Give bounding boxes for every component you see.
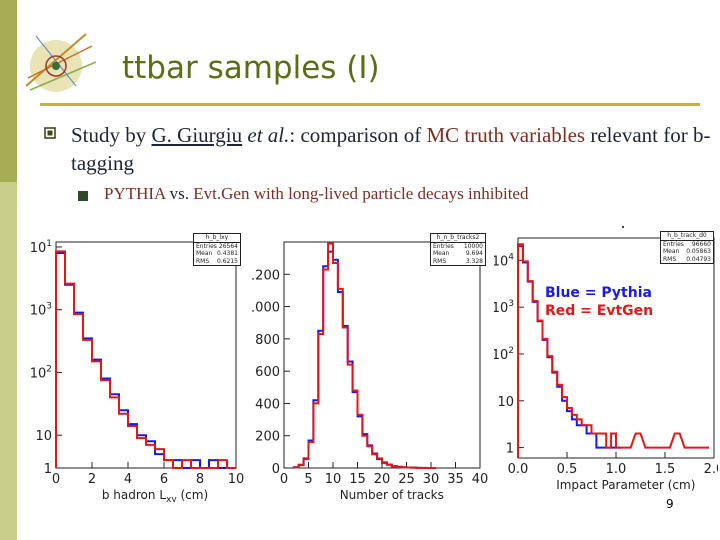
y-tick-label: 1000 <box>252 301 280 316</box>
x-tick-label: 10 <box>325 472 342 487</box>
y-tick-label: 1200 <box>252 268 280 283</box>
y-tick-label: 400 <box>255 397 280 412</box>
y-tick-label: 104 <box>494 252 514 269</box>
plot-impact-parameter: 0.00.51.01.52.0104103102101Impact Parame… <box>494 237 718 492</box>
y-tick-label: 103 <box>30 302 52 319</box>
y-tick-label: 200 <box>255 430 280 445</box>
x-tick-label: 40 <box>472 472 489 487</box>
x-axis-label: Impact Parameter (cm) <box>556 478 695 492</box>
page-number: 9 <box>666 497 674 511</box>
author-link: G. Giurgiu <box>151 123 243 147</box>
x-tick-label: 5 <box>304 472 312 487</box>
legend-evtgen: Red = EvtGen <box>545 303 654 319</box>
title-rule <box>40 103 700 106</box>
plot-frame <box>517 237 715 459</box>
x-tick-label: 2.0 <box>704 462 718 477</box>
plot-ntracks: 0510152025303540020040060080010001200Num… <box>252 241 489 502</box>
x-tick-label: 10 <box>228 472 245 487</box>
series-evtgen <box>55 250 236 469</box>
x-tick-label: 0.5 <box>557 462 578 477</box>
hollow-square-bullet-icon <box>44 127 56 139</box>
x-tick-label: 0 <box>280 472 288 487</box>
y-tick-label: 102 <box>30 364 52 381</box>
bullet-2-text: PYTHIA vs. Evt.Gen with long-lived parti… <box>104 184 529 203</box>
legend: Blue = Pythia Red = EvtGen <box>545 284 653 320</box>
x-tick-label: 0 <box>52 472 60 487</box>
y-tick-label: 101 <box>30 239 52 256</box>
x-tick-label: 1.0 <box>606 462 627 477</box>
y-tick-label: 10 <box>35 429 52 444</box>
y-tick-label: 0 <box>272 462 280 477</box>
x-tick-label: 30 <box>423 472 440 487</box>
series-evtgen <box>517 243 710 458</box>
slide-title: ttbar samples (I) <box>122 50 380 86</box>
y-tick-label: 800 <box>255 333 280 348</box>
x-tick-label: 15 <box>349 472 366 487</box>
x-tick-label: 4 <box>124 472 132 487</box>
x-tick-label: 25 <box>398 472 415 487</box>
x-tick-label: 1.5 <box>655 462 676 477</box>
bullet-1-text: Study by G. Giurgiu et al.: comparison o… <box>71 123 711 175</box>
stats-box-lxy: h_b_lxy Entries 26564 Mean 0.4381 RMS 0.621… <box>193 233 241 266</box>
y-tick-label: 1 <box>44 462 52 477</box>
stray-dot <box>622 226 624 228</box>
plot-frame <box>55 241 237 469</box>
x-axis-label: Number of tracks <box>340 488 444 502</box>
cms-logo <box>26 33 97 92</box>
x-tick-label: 2 <box>88 472 96 487</box>
y-tick-label: 1 <box>506 442 514 457</box>
series-evtgen <box>292 242 436 469</box>
side-bar <box>0 0 17 540</box>
x-tick-label: 6 <box>160 472 168 487</box>
x-tick-label: 8 <box>196 472 204 487</box>
x-tick-label: 20 <box>374 472 391 487</box>
y-tick-label: 102 <box>494 346 514 363</box>
square-bullet-icon <box>78 191 88 201</box>
legend-pythia: Blue = Pythia <box>545 285 652 301</box>
y-tick-label: 103 <box>494 299 514 316</box>
x-axis-label: b hadron Lxy (cm) <box>102 488 208 502</box>
x-tick-label: 35 <box>447 472 464 487</box>
y-tick-label: 600 <box>255 365 280 380</box>
side-bar-accent <box>0 0 17 182</box>
y-tick-label: 10 <box>497 395 514 410</box>
stats-box-ntracks: h_n_b_tracks2 Entries 10000 Mean 9.694 RMS… <box>430 233 486 266</box>
stats-box-impact: h_b_track_d0 Entries 96660 Mean 0.05863 RM… <box>660 231 714 264</box>
x-tick-label: 0.0 <box>508 462 529 477</box>
